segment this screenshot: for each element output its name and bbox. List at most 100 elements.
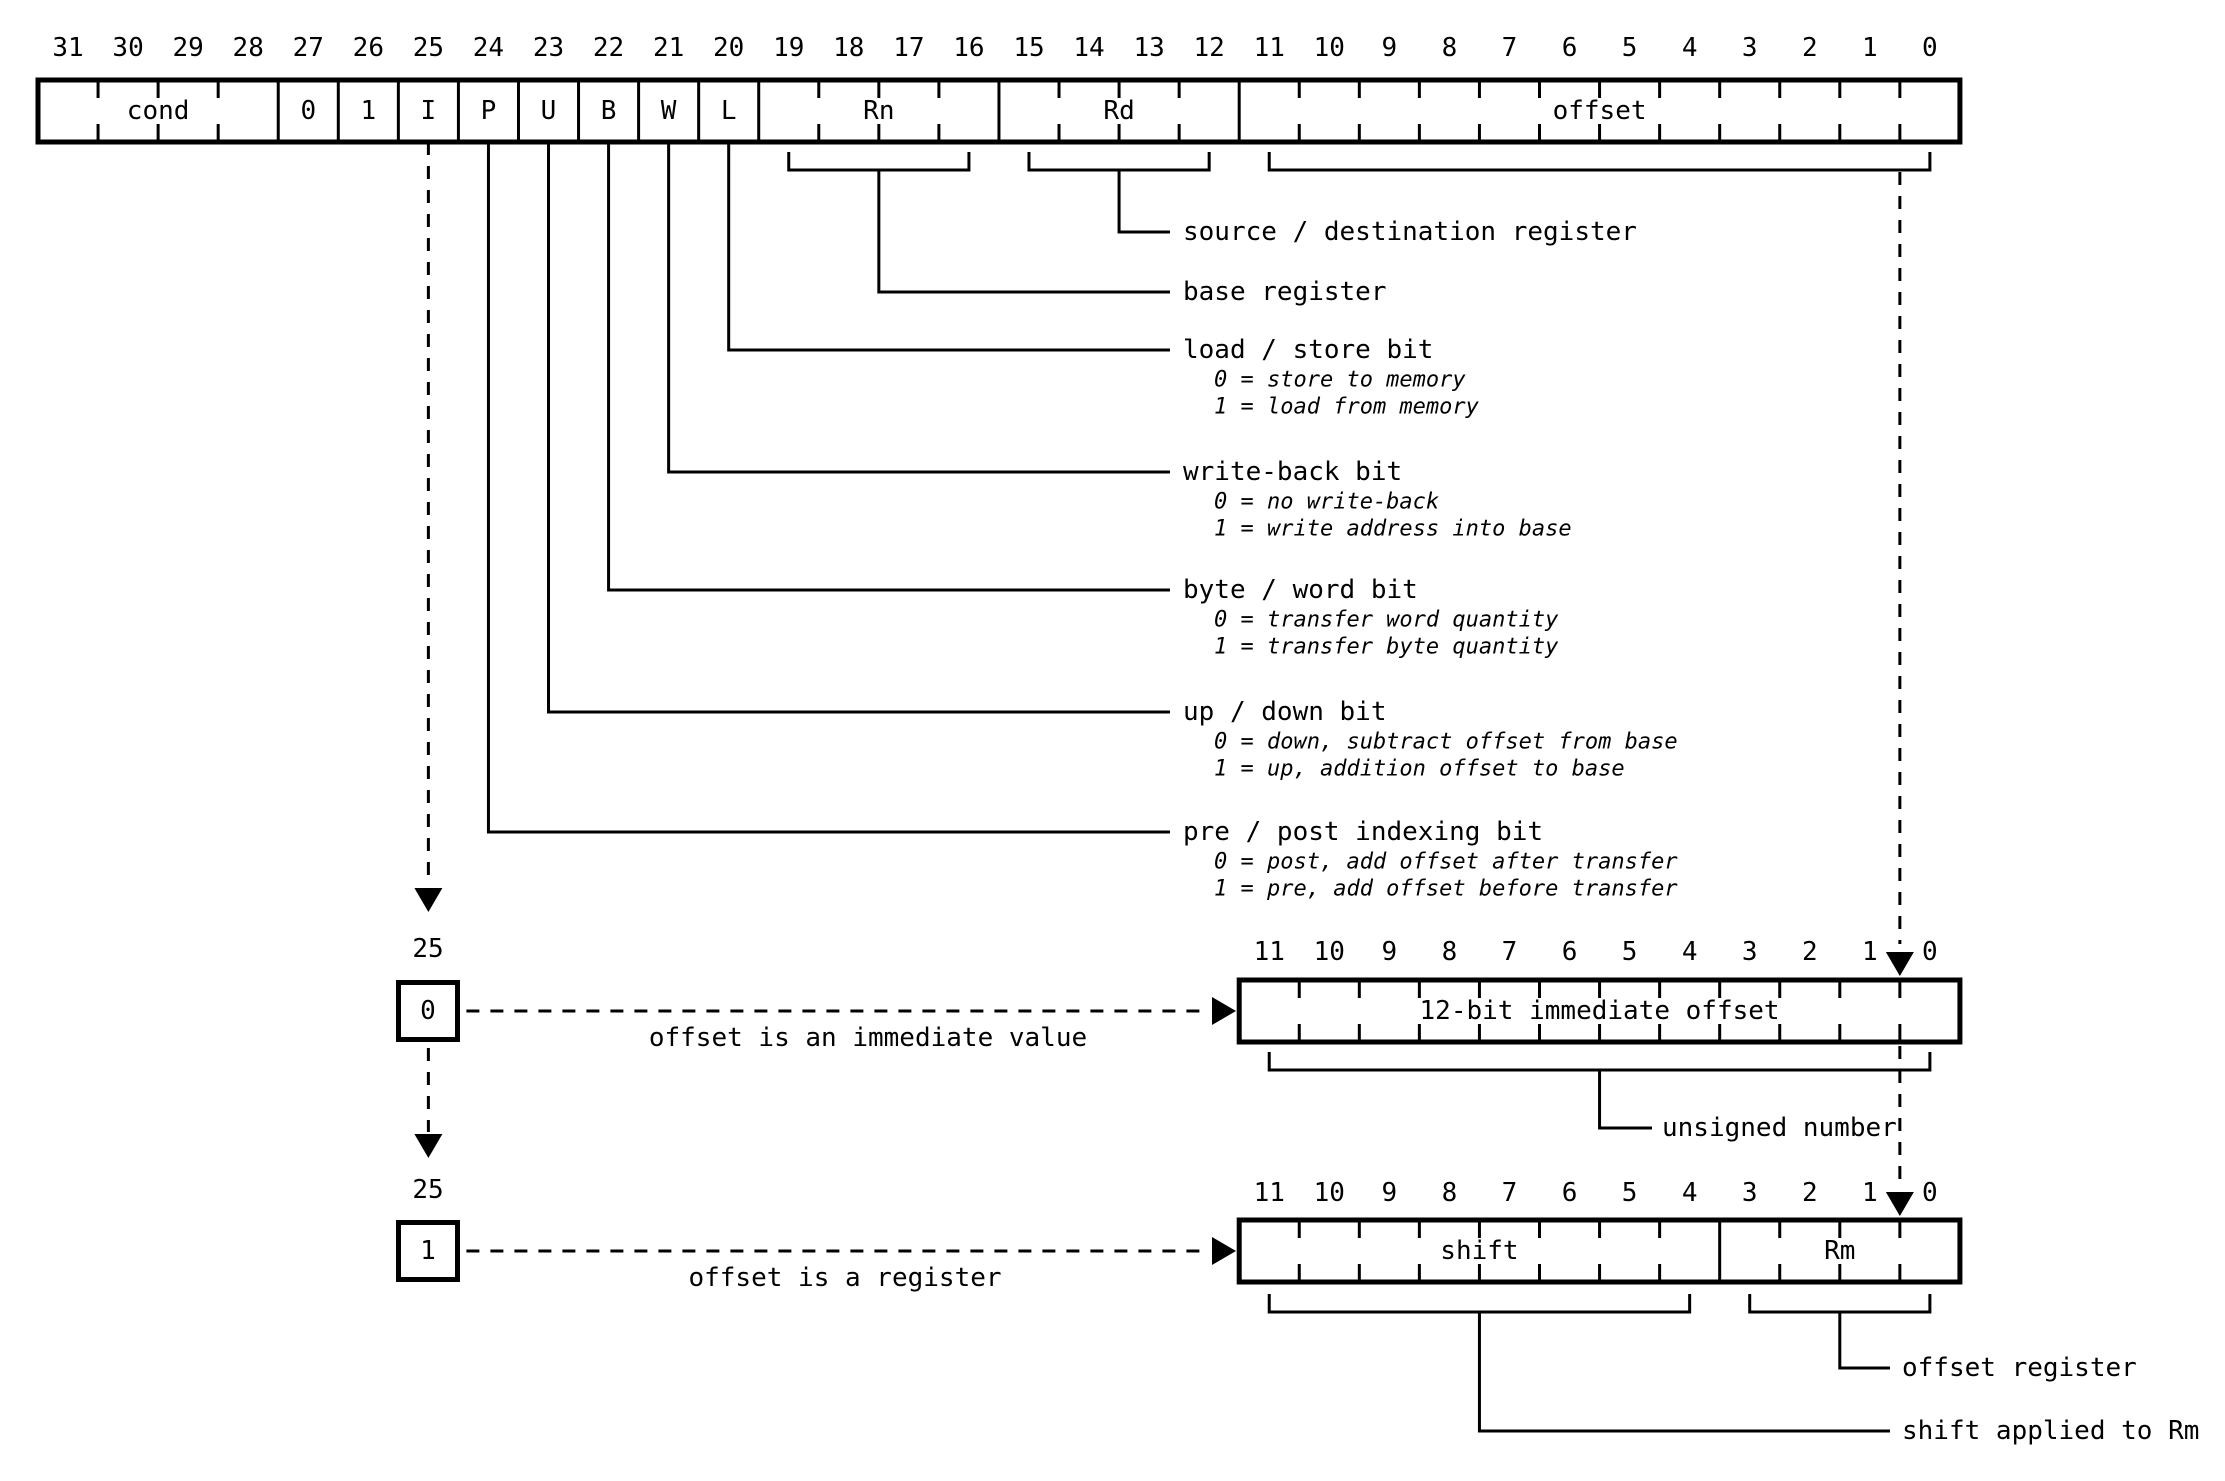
instruction-field-offset: offset — [1552, 96, 1647, 126]
callout-note: 0 = store to memory — [1214, 367, 1466, 393]
callout-lines — [486, 142, 1170, 834]
immediate-value-box: 0 — [396, 980, 460, 1042]
instruction-field-W: W — [660, 96, 677, 126]
callout-label: write-back bit — [1183, 457, 1403, 487]
lower-bracket-stems — [1477, 1070, 1890, 1433]
callout-label: pre / post indexing bit — [1183, 817, 1544, 847]
callout-note: 0 = post, add offset after transfer — [1214, 849, 1678, 875]
instruction-field-Rn: Rn — [863, 96, 895, 126]
shift-rm-field-shift: shift — [1440, 1236, 1519, 1266]
callout-note: 0 = transfer word quantity — [1214, 607, 1559, 633]
shift-rm-register-shape — [1236, 1217, 1963, 1285]
callout-note: 0 = down, subtract offset from base — [1214, 729, 1678, 755]
callout-note: 1 = load from memory — [1214, 394, 1479, 420]
instruction-bit-number: 8 — [1441, 33, 1458, 63]
immediate-bit-number: 3 — [1741, 937, 1758, 967]
instruction-bit-number: 28 — [232, 33, 264, 63]
instruction-bit-number: 7 — [1501, 33, 1518, 63]
immediate-register-shape — [1236, 977, 1963, 1045]
instruction-bit-number: 15 — [1013, 33, 1045, 63]
shift-rm-bit-number: 6 — [1561, 1178, 1578, 1208]
register-arrow-label: offset is a register — [688, 1263, 1002, 1293]
instruction-bit-number: 14 — [1073, 33, 1105, 63]
instruction-field-P: P — [480, 96, 497, 126]
immediate-bit-number: 4 — [1681, 937, 1698, 967]
offset-register-label: offset register — [1902, 1353, 2137, 1383]
callout-note: 0 = no write-back — [1214, 489, 1440, 515]
instruction-field-I: I — [420, 96, 437, 126]
instruction-bit-number: 10 — [1313, 33, 1345, 63]
shift-rm-bit-number: 9 — [1381, 1178, 1398, 1208]
instruction-bit-number: 20 — [713, 33, 745, 63]
immediate-bit-number: 10 — [1313, 937, 1345, 967]
instruction-bit-number: 30 — [112, 33, 144, 63]
callout-note: 1 = up, addition offset to base — [1214, 756, 1625, 782]
shift-rm-bit-number: 5 — [1621, 1178, 1638, 1208]
instruction-bit-number: 13 — [1133, 33, 1165, 63]
callout-label: up / down bit — [1183, 697, 1387, 727]
shift-rm-bit-number: 1 — [1862, 1178, 1878, 1208]
instruction-bit-number: 21 — [652, 33, 685, 63]
instruction-bit-number: 18 — [833, 33, 865, 63]
instruction-field-const-0: 0 — [300, 96, 317, 126]
instruction-bit-number: 27 — [292, 33, 324, 63]
instruction-bit-number: 24 — [472, 33, 505, 63]
offset-descender-path — [1885, 172, 1914, 1216]
instruction-bit-number: 26 — [352, 33, 384, 63]
instruction-bit-number: 9 — [1381, 33, 1398, 63]
immediate-arrow-label: offset is an immediate value — [648, 1023, 1088, 1053]
callout-label: byte / word bit — [1183, 575, 1418, 605]
immediate-path-bit-number: 25 — [412, 934, 444, 964]
instruction-bit-number: 0 — [1922, 33, 1938, 63]
instruction-bit-number: 11 — [1253, 33, 1285, 63]
instruction-bit-number: 12 — [1193, 33, 1225, 63]
callout-label: source / destination register — [1183, 217, 1637, 247]
register-value-box: 1 — [396, 1220, 460, 1282]
instruction-field-Rd: Rd — [1103, 96, 1135, 126]
callout-label: base register — [1183, 277, 1387, 307]
shift-rm-bit-number: 10 — [1313, 1178, 1345, 1208]
instruction-bit-number: 25 — [412, 33, 445, 63]
shift-rm-bit-number: 2 — [1801, 1178, 1818, 1208]
instruction-bit-number: 17 — [893, 33, 925, 63]
immediate-bit-number: 11 — [1253, 937, 1285, 967]
instruction-field-L: L — [720, 96, 737, 126]
top-register-shape — [35, 77, 1963, 145]
unsigned-number-label: unsigned number — [1662, 1113, 1897, 1143]
immediate-value: 0 — [420, 996, 436, 1026]
immediate-field-immediate-offset: 12-bit immediate offset — [1419, 996, 1780, 1026]
instruction-bit-number: 23 — [532, 33, 565, 63]
instruction-bit-number: 1 — [1862, 33, 1878, 63]
instruction-bit-number: 16 — [953, 33, 985, 63]
instruction-field-B: B — [600, 96, 617, 126]
immediate-bit-number: 6 — [1561, 937, 1578, 967]
instruction-field-cond: cond — [126, 96, 190, 126]
shift-rm-field-Rm: Rm — [1824, 1236, 1856, 1266]
instruction-bit-number: 29 — [172, 33, 204, 63]
instruction-bit-number: 5 — [1621, 33, 1638, 63]
instruction-bit-number: 2 — [1801, 33, 1818, 63]
shift-rm-bit-number: 3 — [1741, 1178, 1758, 1208]
register-path-bit-number: 25 — [412, 1175, 444, 1205]
shift-applied-label: shift applied to Rm — [1902, 1416, 2200, 1446]
instruction-bit-number: 4 — [1681, 33, 1698, 63]
shift-rm-bit-number: 11 — [1253, 1178, 1285, 1208]
immediate-bit-number: 7 — [1501, 937, 1518, 967]
instruction-field-U: U — [540, 96, 557, 126]
immediate-bit-number: 8 — [1441, 937, 1458, 967]
instruction-bit-number: 3 — [1741, 33, 1758, 63]
shift-rm-bit-number: 4 — [1681, 1178, 1698, 1208]
shift-rm-bit-number: 0 — [1922, 1178, 1938, 1208]
instruction-bit-number: 22 — [592, 33, 625, 63]
register-value: 1 — [420, 1236, 436, 1266]
instruction-field-const-1: 1 — [360, 96, 377, 126]
callout-note: 1 = write address into base — [1214, 516, 1572, 542]
callout-note: 1 = pre, add offset before transfer — [1214, 876, 1678, 902]
i-bit-selector-path — [414, 142, 1236, 1265]
callout-label: load / store bit — [1183, 335, 1434, 365]
callout-note: 1 = transfer byte quantity — [1214, 634, 1559, 660]
immediate-bit-number: 9 — [1381, 937, 1398, 967]
immediate-bit-number: 5 — [1621, 937, 1638, 967]
